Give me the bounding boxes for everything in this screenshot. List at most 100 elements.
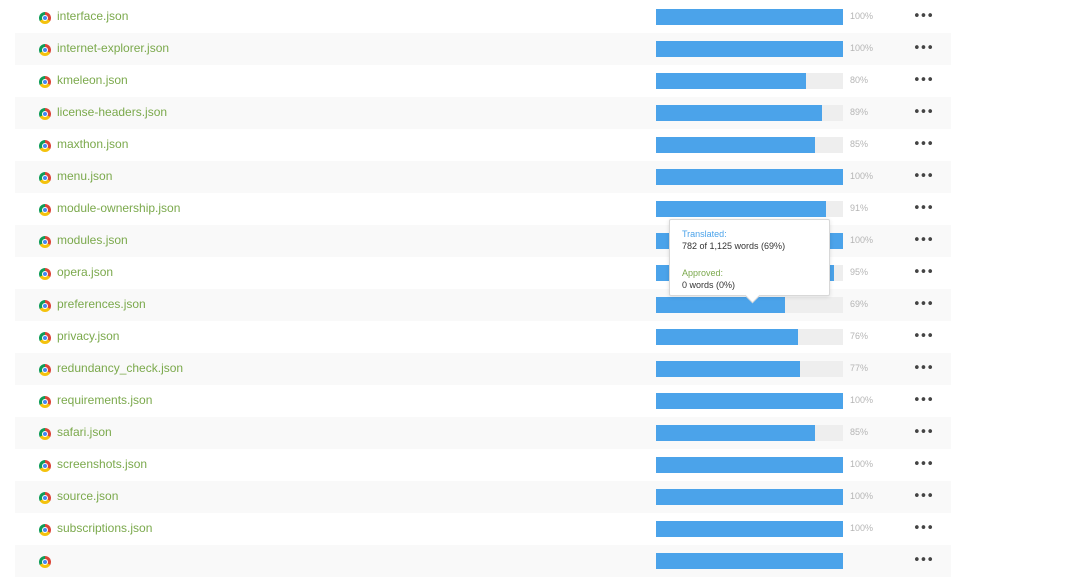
more-options-icon[interactable]: ••• <box>912 9 934 24</box>
browser-icon <box>39 332 51 344</box>
progress-bar[interactable] <box>656 329 843 345</box>
file-name-link[interactable]: safari.json <box>57 425 112 439</box>
progress-bar[interactable] <box>656 169 843 185</box>
percent-label: 76% <box>850 331 869 341</box>
file-name-link[interactable]: maxthon.json <box>57 137 129 151</box>
more-options-icon[interactable]: ••• <box>912 393 934 408</box>
file-name-link[interactable]: preferences.json <box>57 297 146 311</box>
progress-bar[interactable] <box>656 201 843 217</box>
file-row: source.json 100% ••• <box>15 481 951 513</box>
file-row: privacy.json 76% ••• <box>15 321 951 353</box>
file-name-link[interactable]: internet-explorer.json <box>57 41 170 55</box>
progress-bar-fill <box>656 9 843 25</box>
browser-icon <box>39 268 51 280</box>
browser-icon <box>39 300 51 312</box>
more-options-icon[interactable]: ••• <box>912 329 934 344</box>
percent-label: 100% <box>850 491 874 501</box>
file-name-link[interactable]: kmeleon.json <box>57 73 128 87</box>
file-name-link[interactable]: license-headers.json <box>57 105 168 119</box>
more-options-icon[interactable]: ••• <box>912 105 934 120</box>
percent-label: 100% <box>850 459 874 469</box>
file-name-link[interactable]: requirements.json <box>57 393 153 407</box>
progress-bar-fill <box>656 425 815 441</box>
progress-bar[interactable] <box>656 457 843 473</box>
browser-icon <box>39 428 51 440</box>
file-row: redundancy_check.json 77% ••• <box>15 353 951 385</box>
progress-bar-fill <box>656 169 843 185</box>
more-options-icon[interactable]: ••• <box>912 137 934 152</box>
progress-bar-fill <box>656 393 843 409</box>
more-options-icon[interactable]: ••• <box>912 425 934 440</box>
progress-bar[interactable] <box>656 521 843 537</box>
progress-bar-fill <box>656 41 843 57</box>
browser-icon <box>39 172 51 184</box>
progress-bar[interactable] <box>656 393 843 409</box>
file-name-link[interactable]: menu.json <box>57 169 113 183</box>
percent-label: 85% <box>850 427 869 437</box>
progress-bar-fill <box>656 297 786 313</box>
more-options-icon[interactable]: ••• <box>912 297 934 312</box>
percent-label: 100% <box>850 171 874 181</box>
progress-bar[interactable] <box>656 361 843 377</box>
file-name-link[interactable]: source.json <box>57 489 119 503</box>
file-name-link[interactable]: opera.json <box>57 265 114 279</box>
progress-bar-fill <box>656 329 799 345</box>
more-options-icon[interactable]: ••• <box>912 41 934 56</box>
more-options-icon[interactable]: ••• <box>912 265 934 280</box>
browser-icon <box>39 524 51 536</box>
progress-bar[interactable] <box>656 489 843 505</box>
file-row: kmeleon.json 80% ••• <box>15 65 951 97</box>
browser-icon <box>39 236 51 248</box>
progress-bar[interactable] <box>656 297 843 313</box>
file-row: maxthon.json 85% ••• <box>15 129 951 161</box>
percent-label: 77% <box>850 363 869 373</box>
browser-icon <box>39 140 51 152</box>
file-name-link[interactable]: subscriptions.json <box>57 521 153 535</box>
progress-bar[interactable] <box>656 425 843 441</box>
progress-bar-fill <box>656 73 806 89</box>
more-options-icon[interactable]: ••• <box>912 457 934 472</box>
percent-label: 100% <box>850 523 874 533</box>
file-row: screenshots.json 100% ••• <box>15 449 951 481</box>
more-options-icon[interactable]: ••• <box>912 489 934 504</box>
progress-bar[interactable] <box>656 9 843 25</box>
progress-bar-fill <box>656 201 827 217</box>
file-row: interface.json 100% ••• <box>15 1 951 33</box>
file-name-link[interactable]: modules.json <box>57 233 128 247</box>
percent-label: 85% <box>850 139 869 149</box>
file-name-link[interactable]: screenshots.json <box>57 457 148 471</box>
file-row: module-ownership.json 91% ••• <box>15 193 951 225</box>
more-options-icon[interactable]: ••• <box>912 361 934 376</box>
file-row: license-headers.json 89% ••• <box>15 97 951 129</box>
more-options-icon[interactable]: ••• <box>912 233 934 248</box>
browser-icon <box>39 460 51 472</box>
progress-bar-fill <box>656 137 815 153</box>
percent-label: 91% <box>850 203 869 213</box>
progress-bar-fill <box>656 553 843 569</box>
progress-bar-fill <box>656 105 823 121</box>
progress-bar[interactable] <box>656 553 843 569</box>
progress-bar[interactable] <box>656 73 843 89</box>
browser-icon <box>39 556 51 568</box>
browser-icon <box>39 364 51 376</box>
browser-icon <box>39 108 51 120</box>
more-options-icon[interactable]: ••• <box>912 553 934 568</box>
more-options-icon[interactable]: ••• <box>912 169 934 184</box>
file-name-link[interactable]: module-ownership.json <box>57 201 181 215</box>
more-options-icon[interactable]: ••• <box>912 201 934 216</box>
percent-label: 100% <box>850 235 874 245</box>
progress-bar[interactable] <box>656 105 843 121</box>
file-name-link[interactable]: privacy.json <box>57 329 120 343</box>
progress-bar[interactable] <box>656 137 843 153</box>
more-options-icon[interactable]: ••• <box>912 73 934 88</box>
browser-icon <box>39 492 51 504</box>
progress-bar[interactable] <box>656 41 843 57</box>
file-row: subscriptions.json 100% ••• <box>15 513 951 545</box>
percent-label: 80% <box>850 75 869 85</box>
file-name-link[interactable]: interface.json <box>57 9 129 23</box>
file-name-link[interactable]: redundancy_check.json <box>57 361 184 375</box>
file-row: menu.json 100% ••• <box>15 161 951 193</box>
browser-icon <box>39 204 51 216</box>
file-row: internet-explorer.json 100% ••• <box>15 33 951 65</box>
more-options-icon[interactable]: ••• <box>912 521 934 536</box>
